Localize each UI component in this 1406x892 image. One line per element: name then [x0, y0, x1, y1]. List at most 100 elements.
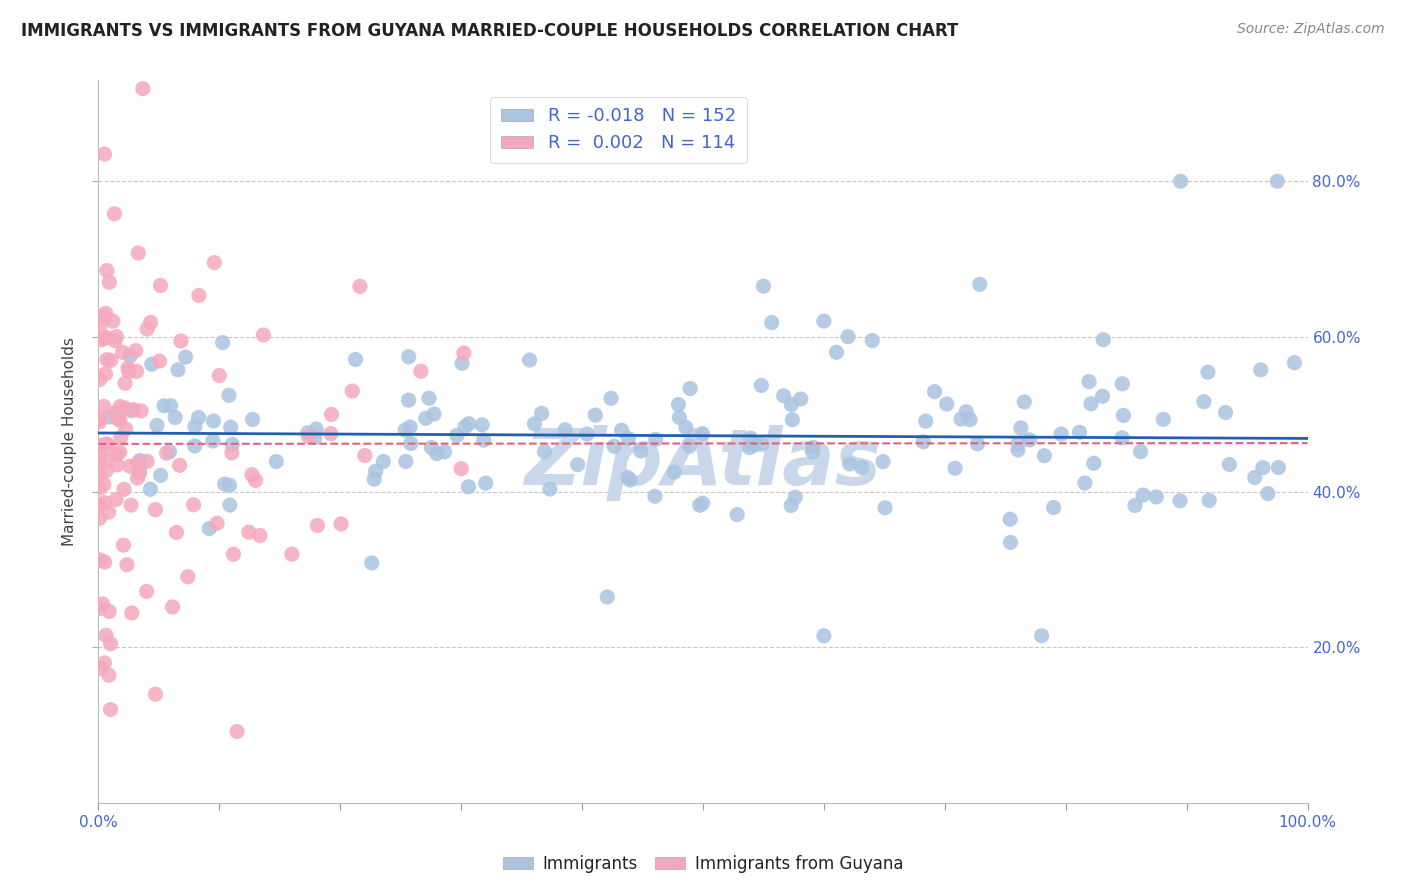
Point: [149, 468, 172, 483]
Point: [89, 455, 111, 469]
Point: [132, 81, 155, 95]
Point: [1267, 174, 1289, 188]
Point: [94, 367, 117, 381]
Point: [174, 350, 197, 364]
Point: [89, 467, 111, 482]
Point: [114, 422, 136, 436]
Point: [266, 454, 288, 468]
Point: [1218, 458, 1240, 472]
Point: [240, 467, 263, 482]
Point: [418, 391, 440, 405]
Point: [772, 389, 794, 403]
Point: [105, 329, 128, 343]
Point: [457, 417, 479, 431]
Point: [785, 490, 807, 504]
Point: [159, 399, 181, 413]
Point: [321, 408, 343, 422]
Point: [398, 350, 420, 364]
Point: [117, 360, 139, 375]
Point: [97, 668, 120, 682]
Point: [761, 316, 783, 330]
Point: [93, 555, 115, 569]
Point: [89, 601, 111, 615]
Point: [519, 353, 541, 368]
Point: [93, 400, 115, 414]
Point: [221, 446, 243, 460]
Point: [89, 447, 111, 461]
Text: IMMIGRANTS VS IMMIGRANTS FROM GUYANA MARRIED-COUPLE HOUSEHOLDS CORRELATION CHART: IMMIGRANTS VS IMMIGRANTS FROM GUYANA MAR…: [21, 22, 959, 40]
Point: [208, 368, 231, 383]
Point: [966, 437, 988, 451]
Point: [305, 422, 328, 436]
Point: [1042, 500, 1064, 515]
Point: [96, 463, 118, 477]
Point: [108, 445, 131, 459]
Point: [399, 436, 422, 450]
Point: [471, 417, 494, 432]
Point: [373, 454, 395, 468]
Point: [924, 384, 946, 399]
Point: [155, 446, 177, 460]
Point: [1092, 333, 1115, 347]
Point: [692, 426, 714, 441]
Point: [114, 376, 136, 391]
Point: [165, 525, 187, 540]
Point: [872, 455, 894, 469]
Point: [955, 405, 977, 419]
Point: [725, 508, 748, 522]
Point: [740, 431, 762, 445]
Point: [94, 437, 117, 451]
Point: [96, 452, 118, 467]
Point: [198, 522, 221, 536]
Point: [619, 473, 641, 487]
Point: [165, 410, 187, 425]
Point: [118, 365, 141, 379]
Point: [221, 437, 243, 451]
Point: [115, 558, 138, 572]
Point: [530, 406, 553, 420]
Point: [1267, 460, 1289, 475]
Point: [474, 476, 496, 491]
Point: [118, 459, 141, 474]
Point: [1251, 460, 1274, 475]
Point: [183, 498, 205, 512]
Point: [813, 314, 835, 328]
Point: [297, 425, 319, 440]
Point: [89, 412, 111, 426]
Point: [184, 419, 207, 434]
Point: [630, 444, 652, 458]
Point: [187, 288, 209, 302]
Point: [1215, 406, 1237, 420]
Point: [128, 466, 150, 480]
Point: [330, 516, 353, 531]
Point: [969, 277, 991, 292]
Point: [679, 439, 702, 453]
Point: [218, 478, 240, 492]
Point: [146, 418, 169, 433]
Point: [457, 480, 479, 494]
Y-axis label: Married-couple Households: Married-couple Households: [62, 337, 77, 546]
Point: [252, 328, 274, 343]
Point: [149, 278, 172, 293]
Point: [93, 310, 115, 325]
Point: [89, 481, 111, 495]
Point: [100, 353, 122, 368]
Point: [1007, 442, 1029, 457]
Point: [1192, 394, 1215, 409]
Point: [177, 570, 200, 584]
Point: [89, 438, 111, 452]
Point: [949, 412, 972, 426]
Point: [912, 434, 935, 449]
Point: [89, 372, 111, 386]
Point: [211, 335, 233, 350]
Point: [423, 407, 446, 421]
Point: [1080, 397, 1102, 411]
Point: [446, 428, 468, 442]
Point: [94, 628, 117, 642]
Point: [935, 397, 957, 411]
Point: [860, 334, 883, 348]
Point: [170, 334, 193, 348]
Point: [97, 437, 120, 451]
Point: [98, 275, 121, 289]
Point: [205, 516, 228, 531]
